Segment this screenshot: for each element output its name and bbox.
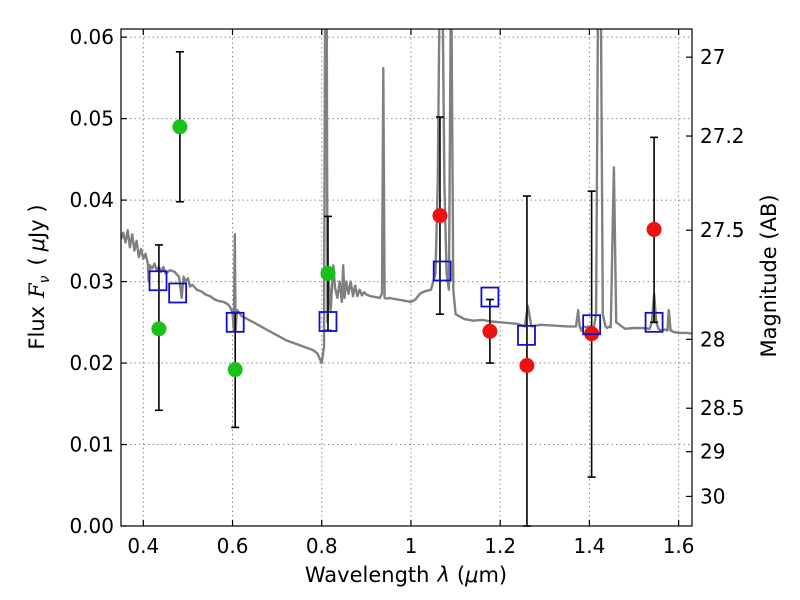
gridlines — [121, 29, 692, 526]
magnitude-tick-label: 28.5 — [700, 396, 745, 420]
flux-symbol: F — [25, 282, 49, 299]
magnitude-axis-ticks: 27 27.2 27.5 28 28.5 29 30 — [686, 45, 745, 508]
model-box-marker — [432, 260, 452, 282]
model-box-marker — [168, 282, 188, 304]
y-tick-label: 0.06 — [69, 25, 114, 49]
magnitude-tick-label: 30 — [700, 484, 725, 508]
y-tick-label: 0.05 — [69, 107, 114, 131]
y-unit-rest: Jy ) — [25, 204, 49, 240]
x-unit-rest: m) — [478, 563, 507, 587]
x-tick-label: 0.8 — [306, 534, 338, 558]
y-tick-label: 0.04 — [69, 188, 114, 212]
model-box-marker — [480, 286, 500, 308]
model-box-marker — [582, 314, 602, 336]
model-box-layer — [148, 260, 664, 346]
x-tick-label: 0.4 — [127, 534, 159, 558]
y-tick-label: 0.03 — [69, 270, 114, 294]
data-point-red — [432, 208, 448, 224]
magnitude-tick-label: 29 — [700, 440, 725, 464]
template-spectrum-layer — [121, 29, 692, 365]
magnitude-tick-label: 27 — [700, 45, 725, 69]
data-point-green — [151, 321, 167, 337]
x-tick-label: 1.4 — [573, 534, 605, 558]
lambda-symbol: λ — [436, 563, 449, 587]
x-unit-open: ( — [457, 563, 465, 587]
y-axis-label-text: Flux — [25, 306, 49, 350]
plot-frame — [120, 28, 693, 527]
y-axis-label: Flux Fν ( μJy ) — [25, 204, 53, 349]
x-tick-label: 1.6 — [663, 534, 695, 558]
magnitude-tick-label: 27.5 — [700, 218, 745, 242]
x-tick-label: 0.6 — [217, 534, 249, 558]
y-tick-label: 0.00 — [69, 514, 114, 538]
x-tick-label: 1.2 — [484, 534, 516, 558]
magnitude-tick-label: 28 — [700, 327, 725, 351]
x-axis-ticks: 0.4 0.6 0.8 1 1.2 1.4 1.6 — [127, 29, 695, 558]
data-point-green — [227, 362, 243, 378]
y-unit-open: ( — [25, 257, 49, 265]
model-box-marker — [148, 270, 168, 292]
y-axis-ticks: 0.00 0.01 0.02 0.03 0.04 0.05 0.06 — [69, 25, 127, 538]
errorbar-layer — [154, 51, 659, 527]
model-box-marker — [644, 311, 664, 333]
y-tick-label: 0.02 — [69, 351, 114, 375]
model-box-marker — [318, 311, 338, 332]
x-tick-label: 1 — [405, 534, 418, 558]
magnitude-tick-label: 27.2 — [700, 124, 745, 148]
data-point-green — [320, 265, 336, 281]
magnitude-axis-label: Magnitude (AB) — [757, 194, 781, 357]
model-box-marker — [517, 324, 536, 346]
data-point-red — [482, 323, 498, 339]
model-box-marker — [225, 311, 245, 333]
template-spectrum-line — [121, 29, 692, 365]
x-unit-mu: μ — [464, 563, 478, 587]
data-points-layer — [151, 119, 662, 378]
y-unit-mu: μ — [25, 238, 49, 252]
nu-subscript: ν — [37, 275, 53, 283]
x-axis-label: Wavelength λ (μm) — [305, 563, 507, 587]
data-point-green — [172, 119, 188, 135]
data-point-red — [519, 357, 535, 373]
y-tick-label: 0.01 — [69, 433, 114, 457]
x-axis-label-text: Wavelength — [305, 563, 430, 587]
data-point-red — [646, 221, 662, 237]
